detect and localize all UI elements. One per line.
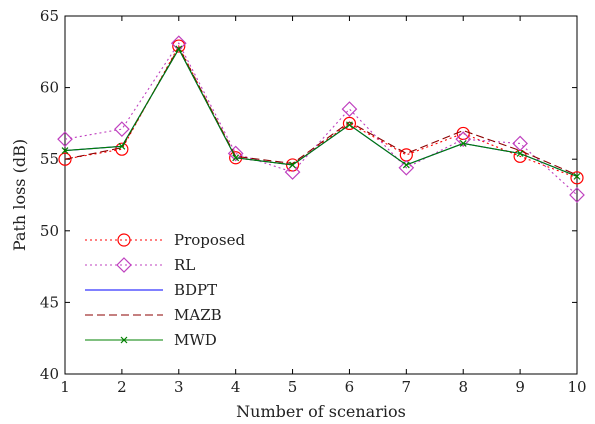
x-tick-label: 10 (567, 378, 586, 396)
diamond-marker (569, 187, 585, 203)
diamond-marker (57, 131, 73, 148)
diamond-marker (116, 257, 132, 273)
plot-frame (64, 15, 578, 375)
y-tick-label: 60 (40, 79, 59, 97)
legend-label-mazb: MAZB (174, 306, 222, 324)
circle-marker (117, 233, 131, 247)
diamond-marker (114, 121, 130, 137)
diamond-marker (227, 145, 244, 162)
legend-item-rl: RL (85, 256, 195, 274)
series-rl (57, 35, 585, 203)
x-marker (289, 161, 296, 169)
x-marker (120, 336, 128, 344)
plot-border (64, 15, 578, 375)
x-marker (573, 172, 581, 180)
legend-label-mwd: MWD (174, 331, 217, 349)
x-marker-stroke (118, 142, 126, 150)
x-marker-stroke (175, 45, 183, 53)
x-marker-stroke (402, 161, 410, 169)
legend-label-rl: RL (174, 256, 195, 274)
x-marker-stroke (289, 161, 296, 169)
legend-item-bdpt: BDPT (85, 281, 217, 299)
y-tick-label: 45 (40, 293, 59, 311)
circle-marker (58, 152, 72, 166)
y-tick-label: 50 (40, 222, 59, 240)
x-marker-stroke (61, 147, 69, 155)
diamond-marker (341, 101, 358, 117)
series-mwd (61, 45, 581, 180)
x-marker (402, 161, 410, 169)
legend-item-mwd: MWD (85, 331, 217, 349)
circle-marker (456, 126, 470, 141)
x-marker (346, 121, 353, 129)
x-tick-label: 8 (458, 378, 468, 396)
x-marker (175, 45, 183, 53)
diamond-marker (398, 159, 415, 176)
y-tick-label: 40 (40, 365, 59, 383)
y-axis-label: Path loss (dB) (10, 139, 29, 251)
x-marker-stroke (516, 150, 524, 157)
x-tick-label: 3 (174, 378, 184, 396)
x-tick-label: 1 (60, 378, 70, 396)
x-marker-stroke (120, 336, 128, 344)
series-line-mwd (64, 47, 578, 177)
series-line-rl (64, 42, 578, 196)
legend-label-bdpt: BDPT (174, 281, 217, 299)
x-tick-label: 2 (117, 378, 127, 396)
legend-item-mazb: MAZB (85, 306, 222, 324)
x-marker (516, 150, 524, 157)
x-marker (118, 142, 126, 150)
x-tick-label: 7 (402, 378, 412, 396)
x-marker-stroke (573, 172, 581, 180)
diamond-marker (284, 164, 301, 180)
circle-marker (229, 151, 243, 165)
circle-marker (172, 39, 186, 53)
x-marker-stroke (232, 154, 240, 162)
legend-item-proposed: Proposed (85, 231, 246, 249)
x-marker (459, 140, 467, 147)
diamond-marker (512, 135, 528, 152)
x-tick-label: 5 (288, 378, 298, 396)
x-tick-label: 9 (515, 378, 525, 396)
legend: Proposed RL BDPT MAZB MWD (85, 231, 246, 349)
legend-label-proposed: Proposed (174, 231, 246, 249)
x-tick-label: 6 (345, 378, 355, 396)
diamond-marker (170, 35, 187, 52)
x-marker-stroke (346, 121, 353, 129)
series-proposed (58, 39, 584, 185)
x-marker (232, 154, 240, 162)
circle-marker (342, 116, 357, 131)
y-tick-label: 55 (40, 150, 59, 168)
series-layer (57, 35, 585, 203)
circle-marker (570, 171, 584, 185)
x-tick-label: 4 (231, 378, 241, 396)
circle-marker (285, 158, 300, 172)
y-tick-label: 65 (40, 7, 59, 25)
x-axis-label: Number of scenarios (236, 402, 406, 421)
diamond-marker (455, 131, 472, 148)
circle-marker (115, 142, 129, 156)
x-marker-stroke (459, 140, 467, 147)
x-marker (61, 147, 69, 155)
